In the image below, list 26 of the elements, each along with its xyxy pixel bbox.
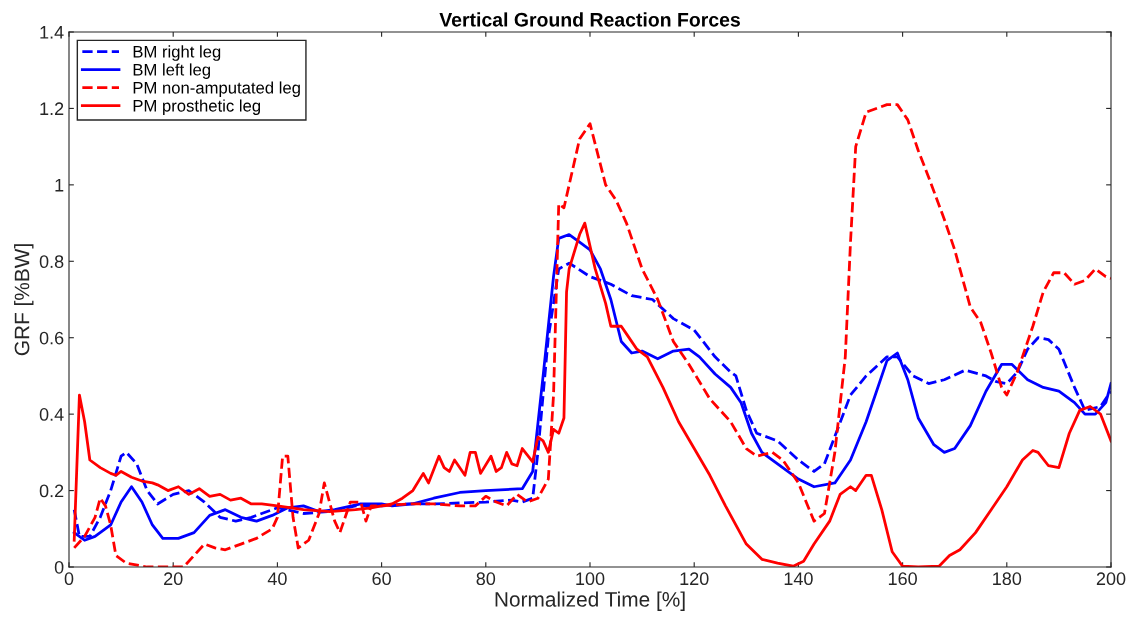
legend-label: BM right leg	[133, 45, 221, 61]
legend-label: BM left leg	[133, 63, 210, 79]
y-tick-label: 0	[54, 560, 64, 574]
legend-label: PM prosthetic leg	[133, 99, 261, 115]
x-axis-title: Normalized Time [%]	[495, 591, 685, 611]
x-tick-label: 140	[784, 572, 813, 586]
x-tick-label: 100	[576, 572, 605, 586]
x-tick-label: 160	[888, 572, 917, 586]
x-tick-label: 40	[267, 572, 287, 586]
x-tick-label: 120	[680, 572, 709, 586]
y-tick-label: 1.4	[40, 26, 64, 39]
y-tick-label: 1.2	[40, 102, 64, 115]
y-tick-label: 0.8	[39, 255, 64, 269]
y-tick-label: 0.6	[39, 331, 64, 345]
y-tick-label: 1	[55, 178, 64, 192]
chart-title: Vertical Ground Reaction Forces	[439, 12, 740, 27]
y-tick-label: 0.4	[39, 408, 64, 421]
x-tick-label: 200	[1096, 572, 1126, 586]
x-tick-label: 0	[64, 572, 74, 586]
x-tick-label: 180	[993, 572, 1022, 586]
x-tick-label: 80	[476, 572, 496, 586]
y-axis-title: GRF [%BW]	[14, 244, 34, 356]
legend-label: PM non-amputated leg	[133, 81, 300, 97]
y-tick-label: 0.2	[39, 484, 64, 498]
x-tick-label: 60	[372, 572, 391, 586]
x-tick-label: 20	[164, 572, 183, 586]
